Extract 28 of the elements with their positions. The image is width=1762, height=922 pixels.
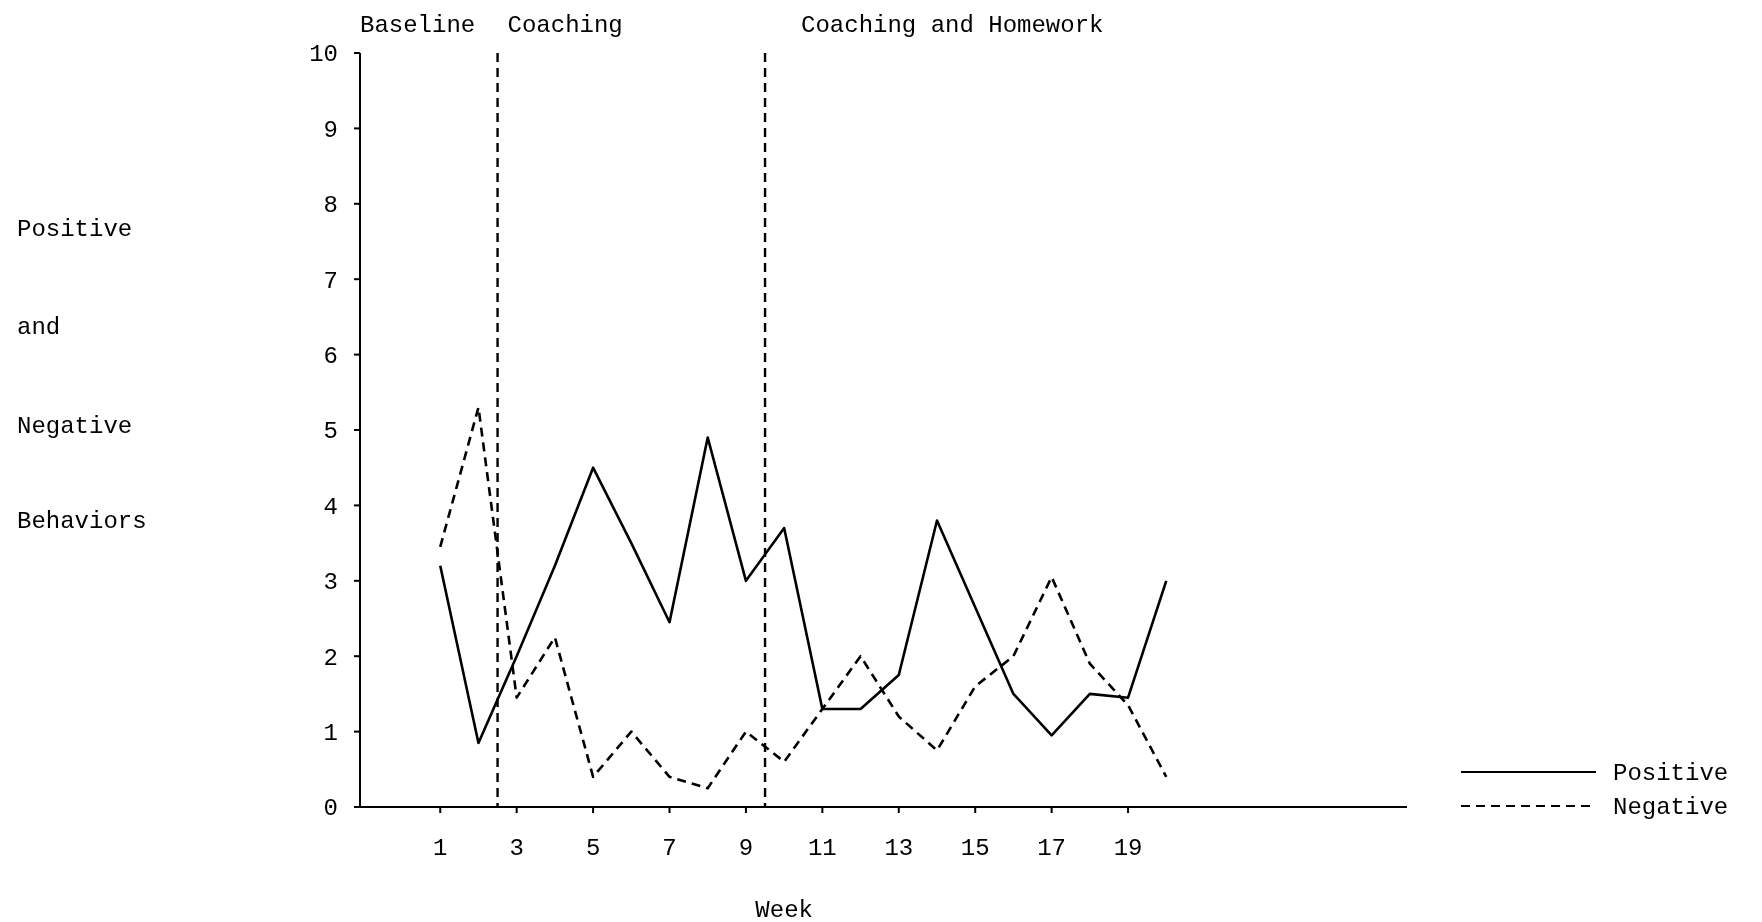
ref-line-label: Coaching and Homework <box>801 12 1104 39</box>
y-tick-label: 3 <box>323 569 338 597</box>
text: Positive and Negative Behaviors <box>17 216 147 535</box>
text: Baseline <box>360 12 476 39</box>
x-tick-label: 9 <box>738 835 754 862</box>
text: Positive <box>1613 760 1729 788</box>
x-tick-label: 1 <box>433 835 448 862</box>
ref-line-label: Coaching <box>507 12 623 39</box>
x-axis-title: Week <box>755 897 813 922</box>
y-tick-label: 0 <box>323 795 338 823</box>
y-tick-label: 2 <box>323 644 338 672</box>
y-tick-label: 10 <box>309 41 338 69</box>
x-tick-label: 11 <box>807 835 837 862</box>
x-tick-label: 15 <box>960 835 990 862</box>
y-tick-label: 6 <box>323 343 338 370</box>
y-tick-label: 5 <box>323 418 338 446</box>
x-tick-label: 13 <box>884 835 914 862</box>
text: Negative <box>1613 794 1729 822</box>
x-tick-label: 5 <box>585 835 601 862</box>
y-tick-label: 7 <box>323 267 338 295</box>
x-tick-label: 17 <box>1037 835 1067 862</box>
y-tick-label: 1 <box>323 720 338 747</box>
x-tick-label: 7 <box>662 835 677 862</box>
x-tick-label: 19 <box>1113 835 1143 862</box>
y-tick-label: 8 <box>323 192 338 220</box>
y-tick-label: 4 <box>323 493 338 521</box>
y-tick-label: 9 <box>323 116 338 144</box>
x-tick-label: 3 <box>509 835 524 862</box>
